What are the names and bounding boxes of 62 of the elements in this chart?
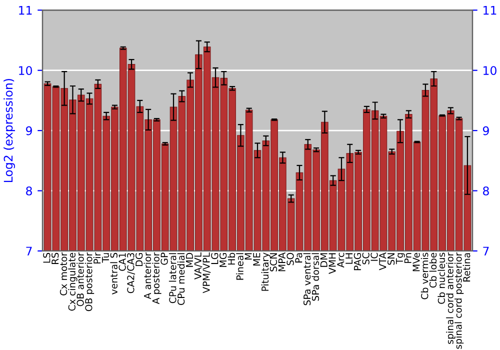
x-tick-label: CPu lateral bbox=[168, 253, 176, 304]
x-tick-label: ME bbox=[253, 252, 260, 266]
x-tick-label: MVe bbox=[412, 252, 420, 272]
y2-tick-label: 10 bbox=[484, 66, 496, 76]
y2-tick-label: 7 bbox=[483, 246, 489, 256]
y-tick-label: 10 bbox=[19, 66, 32, 76]
x-tick-label: MPA bbox=[278, 252, 286, 272]
x-tick-label: OB posterior bbox=[84, 252, 94, 312]
x-tick-label: PAG bbox=[354, 253, 362, 270]
x-tick-label: Pineal bbox=[236, 253, 244, 280]
x-tick-label: Cb lobe bbox=[429, 252, 437, 288]
x-tick-label: Pir bbox=[93, 252, 101, 264]
y-tick-label: 9 bbox=[26, 126, 32, 136]
x-tick-label: Arc bbox=[337, 252, 344, 268]
x-tick-label: OB anterior bbox=[76, 252, 84, 306]
x-tick-label: SPa dorsal bbox=[312, 253, 320, 301]
x-tick-label: Hb bbox=[228, 252, 236, 265]
x-tick-label: Cb vermis bbox=[420, 252, 428, 300]
y-tick-label: 11 bbox=[19, 6, 32, 15]
x-tick-label: VA/VL bbox=[194, 252, 202, 280]
y-tick-label: 8 bbox=[26, 186, 32, 196]
x-tick-label: GP bbox=[160, 252, 168, 265]
x-tick-label: spinal cord posterior bbox=[454, 252, 464, 349]
y-axis-title: Log2 (expression) bbox=[4, 78, 15, 182]
x-tick-label: LH bbox=[346, 253, 352, 264]
x-tick-label: Cx cingulate bbox=[68, 252, 78, 311]
x-tick-label: CA1 bbox=[118, 253, 126, 271]
x-tick-label: RS bbox=[52, 252, 59, 264]
x-tick-label: Pn bbox=[404, 253, 412, 263]
x-tick-label: Pituitary bbox=[261, 252, 270, 291]
y2-tick-label: 9 bbox=[482, 126, 489, 136]
y2-tick-label: 11 bbox=[484, 6, 496, 15]
x-tick-label: LS bbox=[43, 252, 50, 263]
x-tick-label: DG bbox=[136, 253, 143, 266]
x-tick-label: ventral S bbox=[110, 252, 118, 294]
x-tick-label: Tg bbox=[396, 253, 405, 264]
x-tick-label: spinal cord anterior bbox=[446, 252, 456, 344]
x-tick-label: IC bbox=[370, 252, 378, 261]
x-tick-label: Cb nucleus bbox=[438, 252, 446, 304]
x-tick-label: A posterior bbox=[152, 252, 162, 304]
x-tick-label: LG bbox=[211, 253, 218, 264]
x-tick-label: Retina bbox=[462, 253, 470, 282]
x-tick-label: VMH bbox=[328, 253, 336, 274]
x-tick-label: A anterior bbox=[144, 252, 152, 300]
x-tick-label: MG bbox=[220, 253, 227, 267]
x-tick-label: CPu medial bbox=[177, 253, 185, 305]
x-tick-label: SCN bbox=[270, 253, 278, 272]
x-tick-label: Cx motor bbox=[60, 252, 68, 296]
x-tick-label: SO bbox=[286, 252, 294, 266]
x-tick-label: M bbox=[244, 253, 252, 260]
y-tick-label: 7 bbox=[26, 246, 32, 256]
x-tick-label: CA2/CA3 bbox=[127, 253, 136, 294]
x-tick-label: VPM/VPL bbox=[202, 252, 211, 294]
x-tick-label: SC bbox=[362, 252, 370, 264]
x-tick-label: Pa bbox=[295, 253, 302, 262]
x-tick-label: Tu bbox=[102, 253, 110, 263]
y2-tick-label: 8 bbox=[483, 186, 489, 196]
x-tick-label: VTA bbox=[379, 252, 386, 270]
x-tick-label: MD bbox=[186, 252, 193, 267]
x-tick-label: DM bbox=[320, 253, 328, 267]
x-tick-label: SN bbox=[387, 253, 395, 265]
x-tick-label: SPa ventral bbox=[303, 253, 311, 306]
